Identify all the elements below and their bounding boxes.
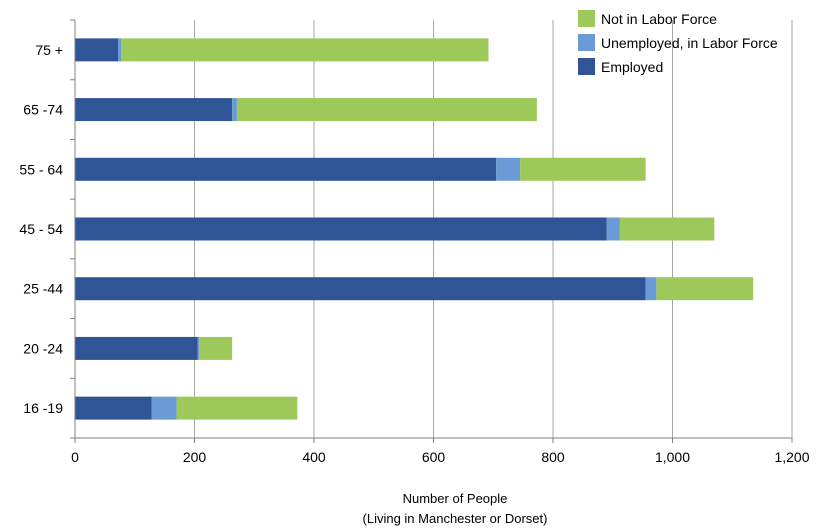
y-tick-label: 16 -19 xyxy=(23,400,63,416)
x-tick-label: 800 xyxy=(541,449,565,465)
bar-employed-4 xyxy=(75,277,646,301)
x-axis-title: Number of People xyxy=(403,491,508,506)
bar-employed-6 xyxy=(75,396,152,420)
bar-not-in-labor-force-2 xyxy=(520,157,646,181)
bar-not-in-labor-force-0 xyxy=(121,38,489,62)
y-tick-label: 20 -24 xyxy=(23,340,63,356)
bar-unemployed-in-labor-force-2 xyxy=(496,157,521,181)
bar-not-in-labor-force-1 xyxy=(236,98,537,122)
legend: Not in Labor Force Unemployed, in Labor F… xyxy=(578,10,778,75)
bar-unemployed-in-labor-force-5 xyxy=(197,336,200,360)
x-tick-label: 1,000 xyxy=(655,449,690,465)
x-tick-label: 600 xyxy=(422,449,446,465)
x-tick-label: 400 xyxy=(302,449,326,465)
bar-employed-0 xyxy=(75,38,119,62)
bars xyxy=(75,38,754,420)
bar-not-in-labor-force-3 xyxy=(619,217,715,241)
legend-label: Employed xyxy=(601,59,663,75)
bar-unemployed-in-labor-force-6 xyxy=(151,396,177,420)
bar-not-in-labor-force-4 xyxy=(656,277,754,301)
axes: 0 200 400 600 800 1,000 1,200 75 + 65 -74 55 - 64… xyxy=(19,19,810,465)
bar-unemployed-in-labor-force-4 xyxy=(645,277,657,301)
bar-employed-3 xyxy=(75,217,607,241)
y-tick-label: 45 - 54 xyxy=(19,221,63,237)
y-tick-label: 55 - 64 xyxy=(19,161,63,177)
bar-employed-1 xyxy=(75,98,233,122)
y-tick-label: 75 + xyxy=(35,42,63,58)
legend-swatch xyxy=(578,58,595,75)
bar-unemployed-in-labor-force-1 xyxy=(232,98,237,122)
y-tick-label: 65 -74 xyxy=(23,102,63,118)
x-tick-label: 1,200 xyxy=(774,449,809,465)
legend-swatch xyxy=(578,34,595,51)
bar-not-in-labor-force-5 xyxy=(199,336,233,360)
bar-employed-5 xyxy=(75,336,198,360)
x-axis-subtitle: (Living in Manchester or Dorset) xyxy=(363,511,548,526)
x-tick-label: 0 xyxy=(71,449,79,465)
bar-unemployed-in-labor-force-3 xyxy=(606,217,620,241)
bar-not-in-labor-force-6 xyxy=(176,396,298,420)
bar-employed-2 xyxy=(75,157,497,181)
legend-label: Unemployed, in Labor Force xyxy=(601,35,778,51)
legend-label: Not in Labor Force xyxy=(601,11,717,27)
legend-swatch xyxy=(578,10,595,27)
y-tick-label: 25 -44 xyxy=(23,281,63,297)
bar-unemployed-in-labor-force-0 xyxy=(118,38,122,62)
x-tick-label: 200 xyxy=(183,449,207,465)
